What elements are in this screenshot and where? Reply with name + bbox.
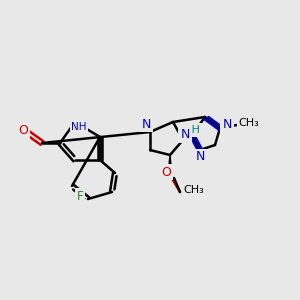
Text: N: N <box>180 128 190 142</box>
Text: •H: •H <box>185 125 200 135</box>
Text: O: O <box>18 124 28 137</box>
Text: O: O <box>161 166 171 178</box>
Text: NH: NH <box>71 122 87 132</box>
Text: F: F <box>77 190 83 202</box>
Text: CH₃: CH₃ <box>238 118 260 128</box>
Polygon shape <box>168 155 172 175</box>
Text: N: N <box>195 151 205 164</box>
Text: N: N <box>141 118 151 130</box>
Text: N: N <box>222 118 232 131</box>
Text: CH₃: CH₃ <box>184 185 204 195</box>
